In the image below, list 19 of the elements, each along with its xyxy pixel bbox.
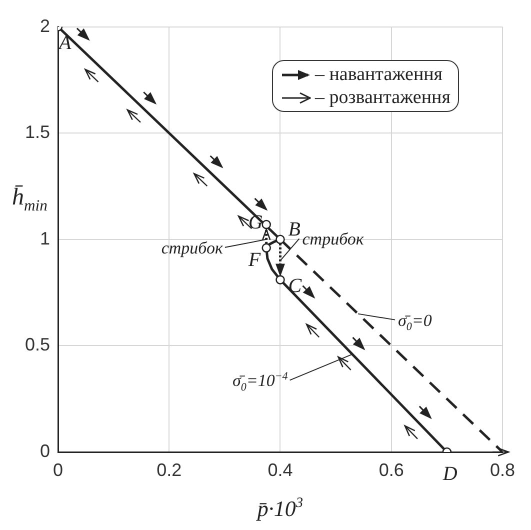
annotation: – навантаження [315,63,443,86]
y-tick-label: 1 [40,228,50,248]
x-tick-label: 0 [52,460,64,480]
x-tick-label: 0.8 [490,460,516,480]
x-tick-label: 0.4 [268,460,293,480]
annotation: стрибок [302,230,365,249]
annotation: – розвантаження [315,86,450,109]
y-tick-label: 0 [40,440,50,461]
annotation: стрибок [161,238,224,258]
annotation: D [442,463,458,485]
annotation: G [248,212,264,234]
y-tick-label: 2 [40,16,50,36]
x-tick-label: 0.6 [378,460,404,480]
y-tick-label: 0.5 [24,334,50,355]
annotation: B [288,218,300,240]
y-tick-label: 1.5 [24,122,50,142]
annotation: A [57,32,72,54]
annotation: F [247,248,262,271]
x-tick-label: 0.2 [156,460,182,480]
